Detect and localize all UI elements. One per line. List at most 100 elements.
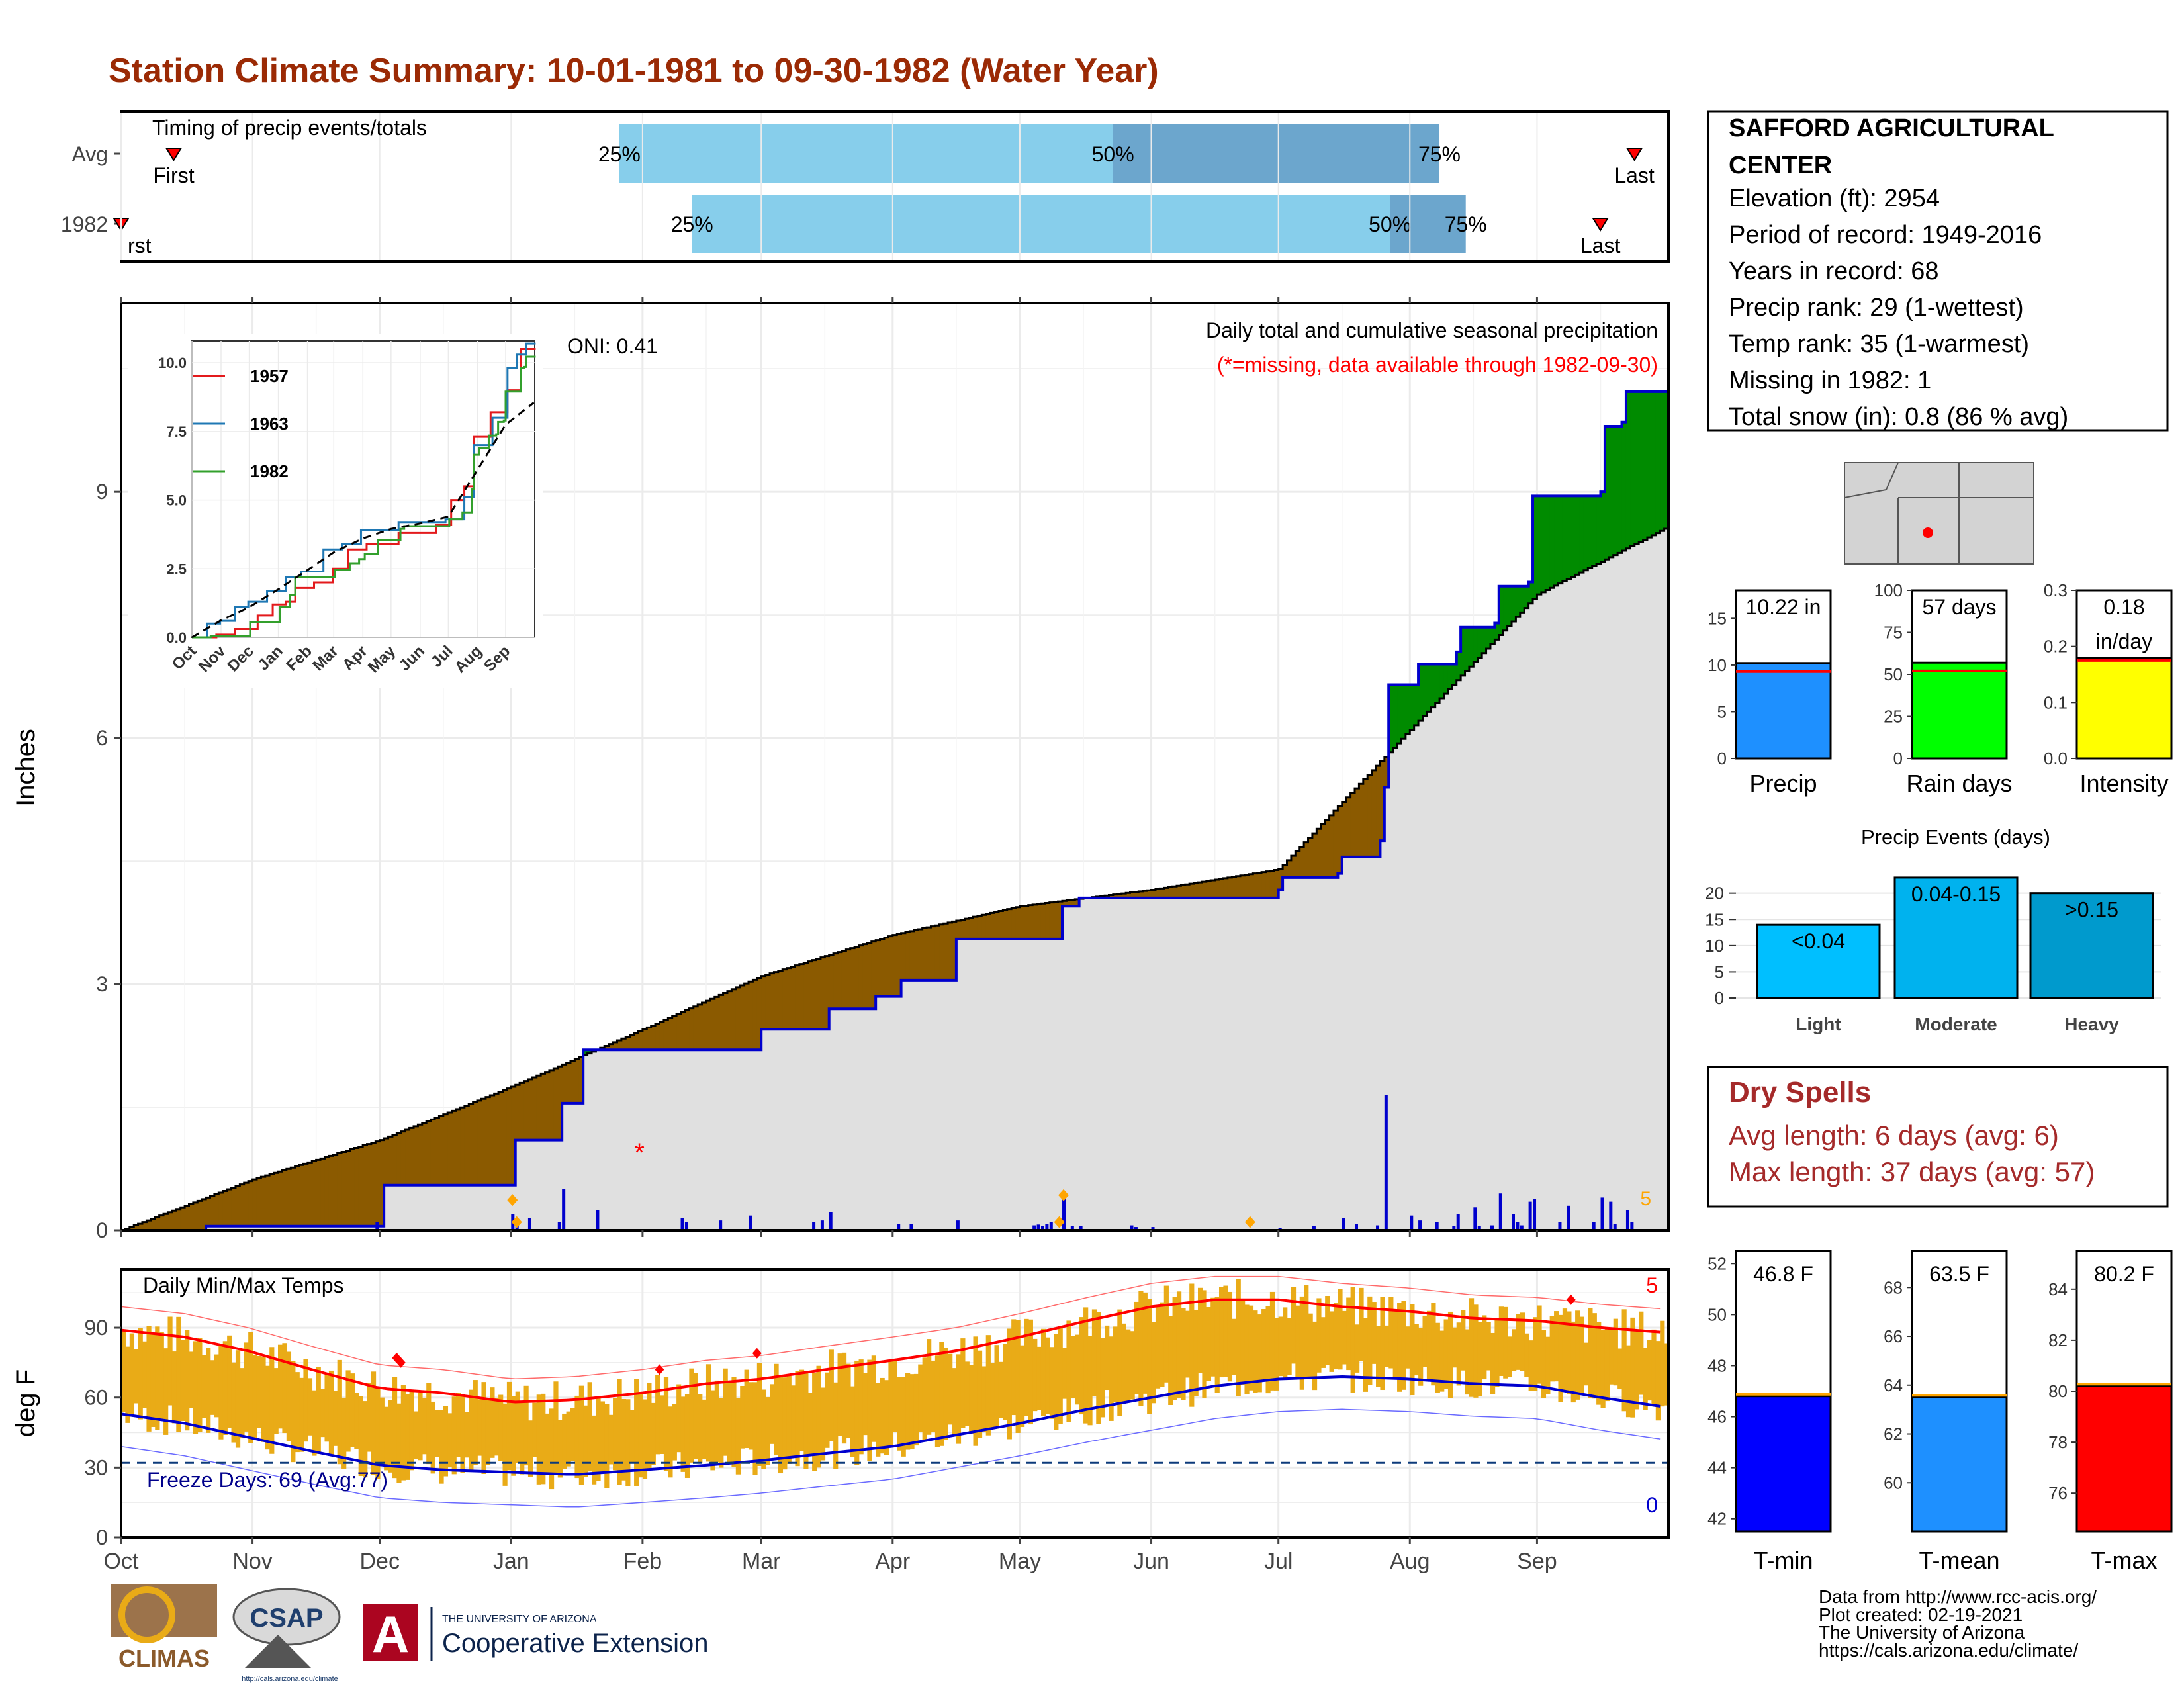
below-avg-area: [752, 980, 758, 1050]
below-avg-area: [447, 1113, 453, 1185]
timing-row-label: 1982: [61, 212, 108, 236]
below-avg-area: [680, 1012, 686, 1050]
daily-temp-range-bar: [574, 1395, 580, 1479]
daily-temp-range-bar: [422, 1398, 427, 1455]
daily-temp-range-bar: [1588, 1308, 1593, 1398]
temp-summary-fill: [2075, 1385, 2173, 1533]
last-event-marker: [1592, 218, 1609, 232]
daily-temp-range-bar: [1516, 1314, 1521, 1370]
daily-temp-range-bar: [506, 1381, 512, 1471]
below-avg-area: [985, 913, 991, 939]
daily-temp-range-bar: [248, 1332, 253, 1443]
below-avg-area: [774, 972, 779, 1030]
above-avg-area: [587, 1050, 592, 1054]
below-avg-area: [629, 1034, 635, 1050]
below-avg-area: [129, 1227, 134, 1230]
below-avg-area: [1054, 901, 1059, 939]
below-avg-area: [922, 928, 927, 980]
above-avg-area: [1664, 391, 1669, 529]
below-avg-area: [676, 1014, 682, 1050]
below-avg-area: [948, 922, 953, 980]
daily-temp-range-bar: [1193, 1309, 1199, 1396]
below-avg-area: [1371, 770, 1377, 857]
daily-temp-range-bar: [134, 1349, 139, 1404]
temp-summary-tick-label: 42: [1707, 1509, 1727, 1529]
daily-precip-bar: [1036, 1224, 1040, 1230]
summary-bar-fill: [2075, 657, 2173, 760]
below-avg-area: [435, 1117, 440, 1185]
summary-bar-label: Precip: [1749, 770, 1817, 797]
daily-precip-bar: [1477, 1226, 1481, 1230]
daily-temp-range-bar: [867, 1359, 872, 1461]
below-avg-area: [1253, 873, 1258, 898]
timing-title: Timing of precip events/totals: [152, 116, 427, 140]
below-avg-area: [756, 978, 762, 1050]
event-bar-label: Heavy: [2064, 1014, 2119, 1034]
below-avg-area: [837, 952, 842, 1009]
temp-lines: [120, 1275, 1668, 1508]
ua-logo: A THE UNIVERSITY OF ARIZONA Cooperative …: [363, 1604, 708, 1663]
daily-temp-range-bar: [1269, 1291, 1275, 1391]
below-avg-area: [286, 1169, 291, 1226]
below-avg-area: [227, 1189, 232, 1226]
daily-temp-range-bar: [1049, 1347, 1055, 1419]
daily-temp-range-bar: [1507, 1336, 1512, 1378]
daily-temp-range-bar: [1655, 1341, 1661, 1421]
daily-temp-range-bar: [1367, 1296, 1373, 1385]
below-avg-area: [1197, 882, 1203, 898]
below-avg-area: [1325, 819, 1330, 878]
below-avg-area: [515, 1085, 520, 1140]
daily-temp-range-bar: [185, 1330, 190, 1431]
station-name-line1: SAFFORD AGRICULTURAL: [1729, 114, 2054, 142]
daily-temp-range-bar: [328, 1370, 334, 1456]
below-avg-area: [1219, 878, 1224, 898]
temp-summary-tick-label: 50: [1707, 1304, 1727, 1324]
daily-temp-range-bar: [1083, 1307, 1089, 1424]
daily-temp-range-bar: [1342, 1310, 1347, 1365]
below-avg-area: [1295, 851, 1300, 878]
daily-temp-range-bar: [443, 1406, 449, 1477]
daily-temp-range-bar: [549, 1408, 555, 1490]
below-avg-area: [295, 1166, 300, 1226]
above-avg-area: [1465, 627, 1470, 672]
daily-temp-range-bar: [1176, 1291, 1182, 1398]
daily-temp-range-bar: [256, 1355, 262, 1428]
daily-temp-range-bar: [176, 1316, 181, 1432]
below-avg-area: [761, 976, 766, 1030]
daily-temp-range-bar: [1443, 1319, 1449, 1389]
below-avg-area: [1338, 806, 1343, 874]
below-avg-area: [180, 1207, 185, 1230]
daily-temp-range-bar: [1461, 1310, 1466, 1371]
daily-temp-range-bar: [235, 1350, 241, 1448]
below-avg-area: [850, 948, 855, 1009]
daily-temp-range-bar: [1130, 1331, 1135, 1400]
daily-temp-range-bar: [1592, 1313, 1597, 1399]
below-avg-area: [490, 1095, 495, 1185]
station-detail-line: Period of record: 1949-2016: [1729, 221, 2042, 249]
station-location-dot: [1923, 527, 1933, 538]
daily-temp-range-bar: [964, 1361, 970, 1426]
footer-credit-line: Data from http://www.rcc-acis.org/: [1819, 1586, 2097, 1607]
above-avg-area: [1426, 664, 1432, 712]
daily-temp-range-bar: [837, 1353, 842, 1436]
daily-temp-range-bar: [515, 1391, 520, 1463]
daily-temp-range-bar: [956, 1354, 962, 1444]
inset-legend-label: 1963: [250, 414, 289, 434]
timing-panel: Avg 25% 50% 75% First Last 1982 25% 50% 75% rst Las…: [61, 110, 1670, 263]
station-info-box: SAFFORD AGRICULTURAL CENTER Elevation (f…: [1707, 110, 2169, 432]
daily-temp-range-bar: [892, 1359, 898, 1432]
daily-precip-bar: [1376, 1225, 1380, 1230]
daily-temp-range-bar: [1003, 1344, 1008, 1420]
below-avg-area: [1308, 837, 1313, 878]
events-y-tick-label: 10: [1705, 936, 1724, 956]
daily-temp-range-bar: [1477, 1322, 1482, 1396]
daily-temp-range-bar: [693, 1373, 698, 1459]
daily-precip-bar: [1613, 1224, 1617, 1230]
daily-temp-range-bar: [1469, 1298, 1475, 1397]
inset-y-tick-label: 2.5: [166, 561, 187, 577]
daily-temp-range-bar: [1151, 1322, 1156, 1404]
daily-temp-range-bar: [456, 1393, 461, 1457]
daily-temp-range-bar: [1439, 1330, 1445, 1392]
